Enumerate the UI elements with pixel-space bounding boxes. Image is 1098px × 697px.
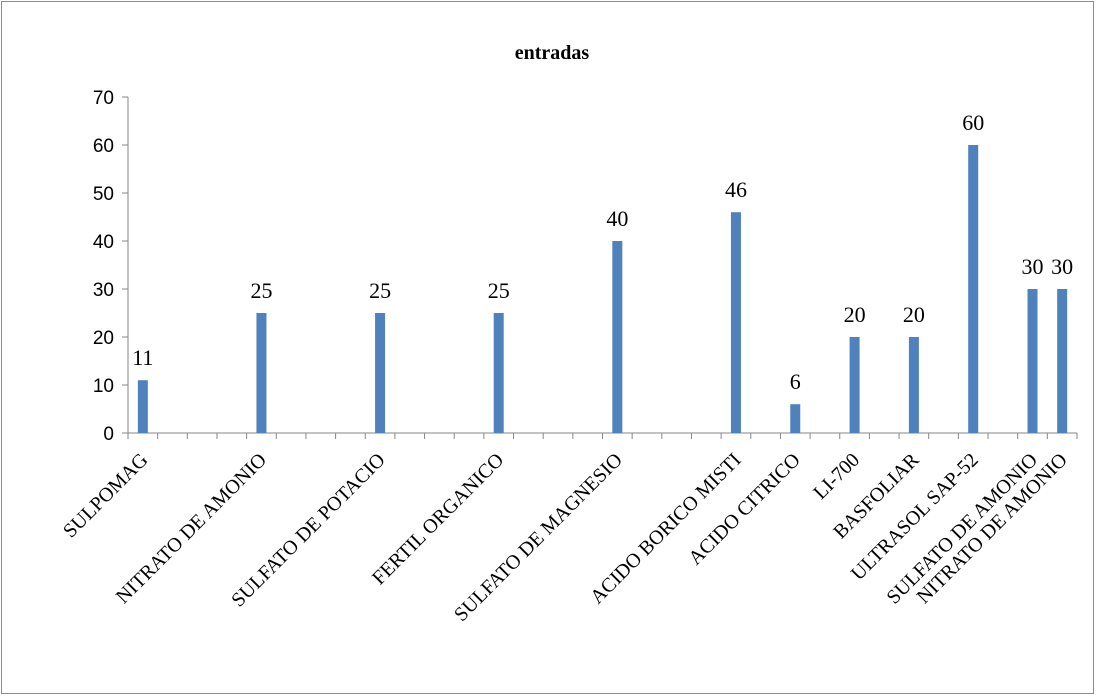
data-label: 25 xyxy=(369,278,391,303)
bar xyxy=(493,313,504,433)
y-tick-label: 20 xyxy=(93,328,114,349)
data-label: 40 xyxy=(606,206,628,231)
bar xyxy=(968,145,979,433)
y-tick-label: 60 xyxy=(93,136,114,157)
y-tick-label: 40 xyxy=(93,232,114,253)
bar xyxy=(1057,289,1068,433)
x-tick-label: SULPOMAG xyxy=(59,449,152,542)
y-tick-label: 70 xyxy=(93,88,114,109)
bar xyxy=(849,337,860,433)
data-label: 30 xyxy=(1022,254,1044,279)
data-label: 20 xyxy=(903,302,925,327)
data-label: 30 xyxy=(1051,254,1073,279)
data-labels: 11 25 25 25 40 46 6 20 20 60 30 30 xyxy=(132,110,1073,394)
x-tick-label: ACIDO CITRICO xyxy=(684,449,804,569)
bar xyxy=(790,404,801,433)
x-tick-label: LI-700 xyxy=(809,449,864,504)
bar xyxy=(612,241,623,433)
data-label: 25 xyxy=(488,278,510,303)
bar xyxy=(730,212,741,433)
data-label: 11 xyxy=(132,345,153,370)
data-label: 20 xyxy=(844,302,866,327)
x-tick-label: NITRATO DE AMONIO xyxy=(913,449,1072,608)
x-tick-label: FERTIL ORGANICO xyxy=(368,449,508,589)
bar xyxy=(1027,289,1038,433)
bars xyxy=(137,145,1068,433)
bar xyxy=(375,313,386,433)
bar xyxy=(908,337,919,433)
bar xyxy=(137,380,148,433)
data-label: 60 xyxy=(962,110,984,135)
y-tick-label: 50 xyxy=(93,184,114,205)
y-tick-label: 10 xyxy=(93,376,114,397)
bar xyxy=(256,313,267,433)
data-label: 46 xyxy=(725,177,747,202)
chart-title: entradas xyxy=(515,42,590,64)
data-label: 25 xyxy=(250,278,272,303)
y-tick-label: 0 xyxy=(103,424,114,445)
y-tick-labels: 0 10 20 30 40 50 60 70 xyxy=(93,88,114,445)
y-tick-label: 30 xyxy=(93,280,114,301)
data-label: 6 xyxy=(790,369,801,394)
